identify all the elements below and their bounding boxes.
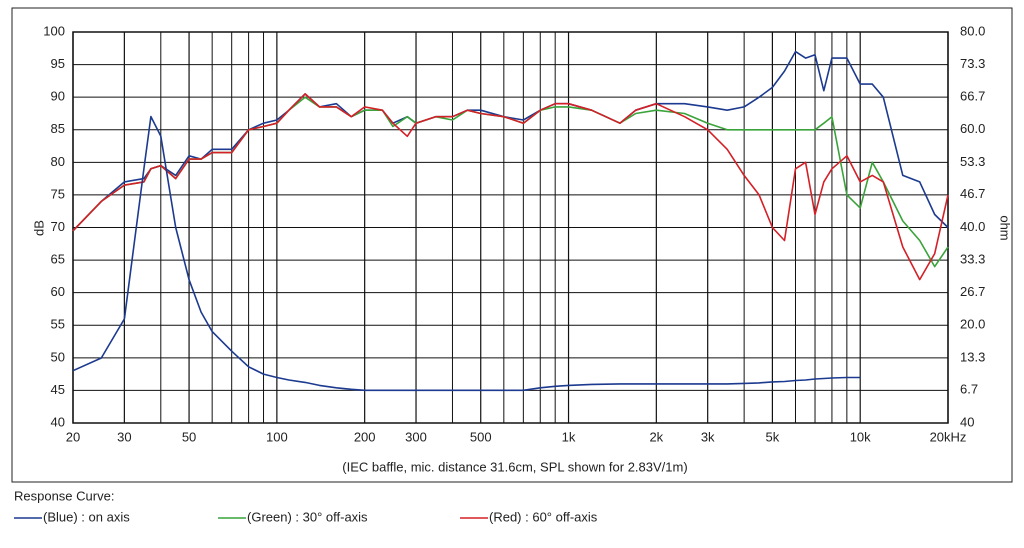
y-tick-label: 100 [43,23,65,38]
y2-tick-label: 6.7 [960,382,978,397]
legend-title: Response Curve: [14,488,114,503]
x-tick-label: 20 [66,429,80,444]
y2-tick-label: 33.3 [960,252,985,267]
y2-tick-label: 80.0 [960,23,985,38]
grid [72,31,949,424]
y2-tick-label: 40 [960,414,974,429]
y2-axis-label: ohm [998,215,1013,240]
y-tick-label: 40 [51,414,65,429]
y-tick-label: 55 [51,317,65,332]
y2-tick-label: 73.3 [960,56,985,71]
x-tick-label: 5k [766,429,780,444]
y-axis-label: dB [31,220,46,236]
y-tick-label: 85 [51,121,65,136]
y-tick-label: 65 [51,252,65,267]
x-tick-label: 3k [701,429,715,444]
x-tick-label: 100 [266,429,288,444]
x-tick-label: 50 [182,429,196,444]
series-line [72,96,949,268]
legend-label: (Blue) : on axis [43,509,130,524]
x-tick-label: 10k [850,429,871,444]
series-line [72,50,949,232]
y-tick-label: 90 [51,89,65,104]
y2-tick-label: 26.7 [960,284,985,299]
series-line [72,93,949,281]
y2-tick-label: 60.0 [960,121,985,136]
y2-tick-label: 66.7 [960,88,985,103]
legend-label: (Red) : 60° off-axis [489,509,598,524]
y2-tick-label: 40.0 [960,219,985,234]
x-tick-label: 1k [562,429,576,444]
legend-label: (Green) : 30° off-axis [247,509,368,524]
x-tick-label: 2k [649,429,663,444]
series-line [72,115,861,392]
y-tick-label: 75 [51,186,65,201]
y-tick-label: 70 [51,219,65,234]
frame [11,7,1013,483]
y-tick-label: 95 [51,56,65,71]
y2-tick-label: 20.0 [960,317,985,332]
x-tick-label: 300 [405,429,427,444]
y2-tick-label: 13.3 [960,349,985,364]
y2-tick-label: 46.7 [960,186,985,201]
x-tick-label: 20kHz [930,429,967,444]
x-tick-label: 200 [354,429,376,444]
x-tick-label: 500 [470,429,492,444]
y2-tick-label: 53.3 [960,154,985,169]
y-tick-label: 80 [51,154,65,169]
y-tick-label: 45 [51,382,65,397]
y-tick-label: 60 [51,284,65,299]
note: (IEC baffle, mic. distance 31.6cm, SPL s… [342,459,687,474]
y-tick-label: 50 [51,349,65,364]
x-tick-label: 30 [117,429,131,444]
